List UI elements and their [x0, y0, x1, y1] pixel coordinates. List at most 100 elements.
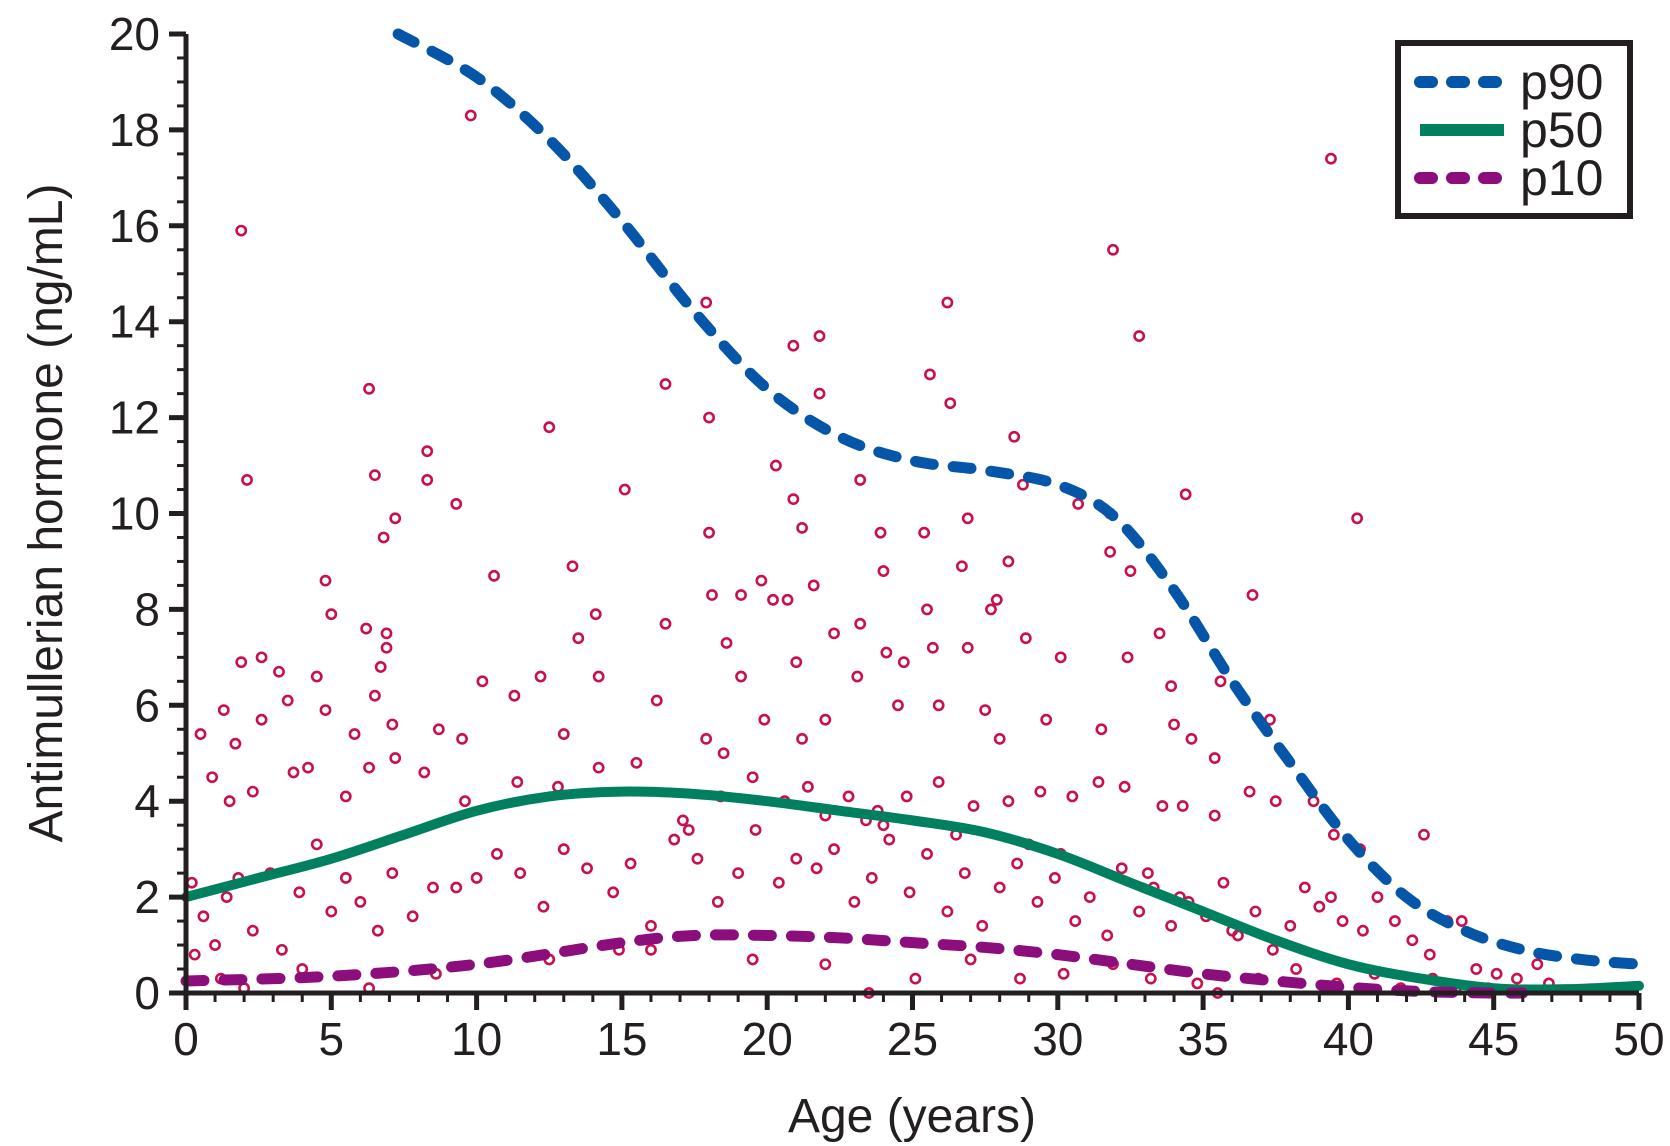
- curve-p90: [392, 28, 1645, 970]
- data-point: [706, 589, 718, 601]
- data-point: [325, 905, 338, 918]
- data-point: [897, 656, 910, 669]
- data-point: [691, 852, 704, 865]
- x-tick-label: 40: [1323, 1013, 1374, 1065]
- data-point: [1104, 545, 1117, 558]
- data-point: [703, 411, 715, 424]
- data-point: [476, 675, 489, 688]
- data-point: [650, 694, 663, 707]
- data-point: [185, 876, 198, 889]
- data-point: [459, 795, 471, 808]
- data-point: [1057, 967, 1070, 980]
- data-point: [572, 632, 585, 645]
- data-point: [932, 776, 945, 788]
- data-point: [246, 785, 259, 798]
- data-point: [1191, 977, 1204, 990]
- data-point: [732, 867, 745, 880]
- data-point: [877, 819, 890, 832]
- data-point: [1470, 963, 1483, 975]
- data-point: [1156, 800, 1169, 812]
- y-tick-label: 10: [109, 488, 160, 540]
- data-point: [1217, 876, 1230, 889]
- data-point: [677, 814, 689, 827]
- data-point: [790, 852, 803, 865]
- data-point: [1141, 867, 1154, 880]
- data-point: [339, 790, 352, 803]
- data-point: [339, 872, 352, 884]
- y-tick-label: 16: [109, 200, 160, 252]
- data-point: [368, 469, 381, 482]
- data-point: [828, 843, 840, 856]
- data-point: [976, 919, 989, 932]
- x-tick-label: 5: [319, 1013, 345, 1065]
- data-point: [1121, 651, 1134, 664]
- data-point: [851, 670, 864, 683]
- data-point: [746, 771, 759, 784]
- y-axis-title: Antimullerian hormone (ng/mL): [20, 184, 73, 843]
- y-tick-label: 2: [134, 871, 160, 923]
- data-point: [537, 900, 550, 913]
- legend-label-p50: p50: [1520, 102, 1603, 158]
- data-point: [828, 627, 840, 640]
- data-point: [1423, 948, 1436, 961]
- curve-p50: [181, 786, 1644, 995]
- data-point: [217, 704, 230, 716]
- data-point: [223, 795, 236, 808]
- data-point: [1034, 785, 1047, 798]
- data-point: [235, 224, 248, 237]
- data-point: [1092, 776, 1105, 788]
- data-point: [1325, 891, 1337, 903]
- data-point: [432, 723, 445, 736]
- axes: 0 5 10 15 20 25 30 35 40 45 50 0 2 4 6 8 10 12 14 16 18 20: [109, 8, 1665, 1065]
- data-point: [645, 943, 657, 956]
- data-point: [711, 895, 724, 908]
- data-point: [319, 704, 332, 716]
- data-point: [883, 833, 896, 846]
- data-point: [1179, 488, 1192, 501]
- data-point: [235, 656, 248, 669]
- data-point: [772, 876, 785, 889]
- data-point: [700, 732, 713, 745]
- data-point: [964, 953, 977, 966]
- data-point: [979, 704, 992, 716]
- data-point: [1002, 555, 1015, 568]
- data-point: [534, 670, 547, 683]
- data-point: [700, 296, 713, 309]
- data-point: [1336, 915, 1349, 927]
- data-point: [470, 872, 483, 884]
- data-point: [668, 833, 681, 846]
- data-point: [810, 862, 823, 875]
- data-point: [1014, 972, 1026, 985]
- data-point: [1011, 857, 1024, 870]
- data-point: [310, 670, 323, 683]
- data-point: [865, 872, 878, 884]
- data-point: [880, 646, 893, 659]
- data-point: [903, 886, 916, 899]
- data-point: [450, 498, 463, 510]
- data-point: [1165, 919, 1178, 932]
- data-point: [1066, 790, 1079, 803]
- y-tick-label: 0: [134, 967, 160, 1019]
- data-point: [1418, 828, 1430, 841]
- percentile-curves: [180, 28, 1645, 999]
- data-point: [630, 756, 643, 769]
- data-point: [1243, 785, 1256, 798]
- data-point: [1388, 915, 1401, 927]
- data-point: [360, 622, 373, 635]
- y-tick-label: 18: [109, 104, 160, 156]
- data-point: [854, 617, 867, 630]
- data-point: [1298, 881, 1311, 894]
- data-point: [1019, 632, 1032, 645]
- x-tick-label: 30: [1032, 1013, 1083, 1065]
- data-point: [1008, 430, 1021, 443]
- data-point: [1246, 589, 1259, 601]
- data-point: [1249, 905, 1262, 918]
- data-point: [348, 728, 361, 740]
- data-point: [1168, 718, 1180, 731]
- data-point: [892, 699, 904, 712]
- legend-label-p90: p90: [1520, 54, 1603, 110]
- data-point: [325, 608, 338, 621]
- data-point: [1214, 675, 1227, 688]
- data-point: [807, 579, 820, 592]
